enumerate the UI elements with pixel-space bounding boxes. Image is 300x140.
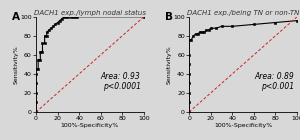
Title: DACH1 exp./being TN or non-TN: DACH1 exp./being TN or non-TN [187, 10, 299, 16]
Text: Area: 0.93
p<0.0001: Area: 0.93 p<0.0001 [101, 72, 141, 91]
Text: A: A [12, 12, 20, 22]
X-axis label: 100%-Specificity%: 100%-Specificity% [214, 122, 272, 128]
Text: B: B [165, 12, 173, 22]
X-axis label: 100%-Specificity%: 100%-Specificity% [61, 122, 119, 128]
Title: DACH1 exp./lymph nodal status: DACH1 exp./lymph nodal status [34, 10, 146, 16]
Y-axis label: Sensitivity%: Sensitivity% [14, 45, 19, 84]
Text: Area: 0.89
p<0.001: Area: 0.89 p<0.001 [254, 72, 294, 91]
Y-axis label: Sensitivity%: Sensitivity% [167, 45, 172, 84]
